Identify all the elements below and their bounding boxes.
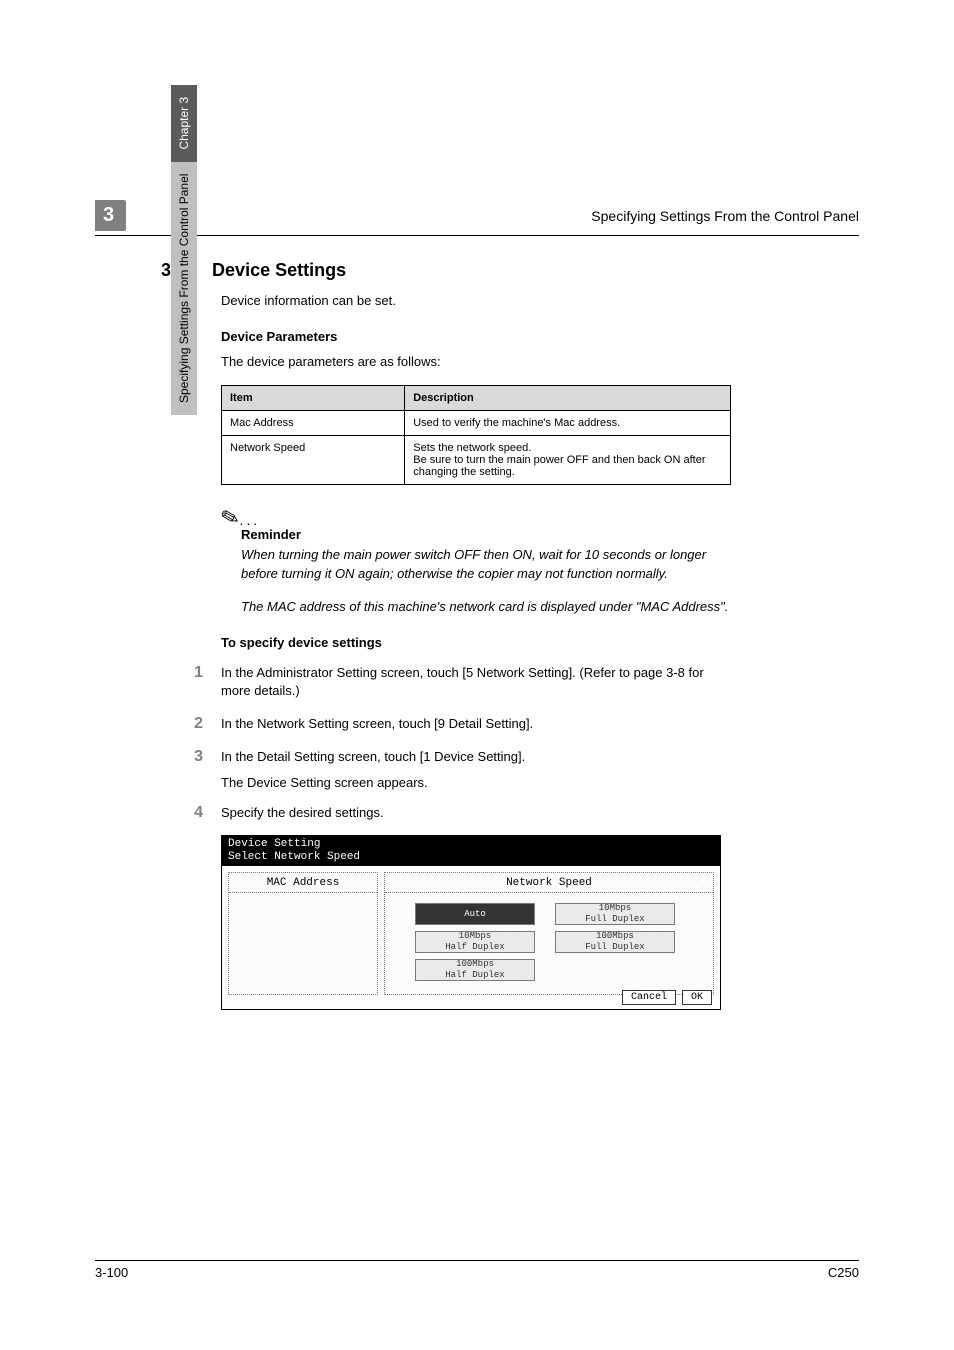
step-row: 1 In the Administrator Setting screen, to… [185, 664, 731, 702]
steps-list: 1In the Administrator Setting screen, to… [221, 664, 731, 823]
network-speed-header: Network Speed [385, 873, 713, 893]
page-footer: 3-100 C250 [95, 1260, 859, 1280]
mac-address-panel: MAC Address [228, 872, 378, 995]
ten-half-duplex-button[interactable]: 10Mbps Half Duplex [415, 931, 535, 953]
device-screen-body: MAC Address Network Speed Auto 10Mbps Fu… [222, 866, 720, 1001]
table-header-item: Item [222, 386, 405, 411]
step-row: 3 In the Detail Setting screen, touch [1 … [185, 748, 731, 790]
step-number: 1 [185, 664, 203, 682]
note-icon: ✎ [218, 503, 243, 533]
parameters-table: Item Description Mac AddressUsed to veri… [221, 385, 731, 485]
step-number: 2 [185, 715, 203, 733]
cancel-button[interactable]: Cancel [622, 990, 676, 1005]
footer-model: C250 [828, 1265, 859, 1280]
page-header: 3 Specifying Settings From the Control P… [95, 200, 859, 236]
step-row: 4 Specify the desired settings. [185, 804, 731, 823]
ten-full-duplex-button[interactable]: 10Mbps Full Duplex [555, 903, 675, 925]
section-intro: Device information can be set. [221, 291, 731, 311]
step-subtext: The Device Setting screen appears. [221, 775, 731, 790]
step-text: Specify the desired settings. [221, 804, 731, 823]
device-parameters-intro: The device parameters are as follows: [221, 352, 731, 372]
mac-address-header: MAC Address [229, 873, 377, 893]
footer-page-number: 3-100 [95, 1265, 128, 1280]
step-number: 3 [185, 748, 203, 766]
device-screen-titlebar: Device Setting Select Network Speed [222, 836, 720, 866]
table-cell: Used to verify the machine's Mac address… [405, 411, 731, 436]
content-area: 3.22 Device Settings Device information … [221, 260, 731, 1010]
chapter-number-badge: 3 [95, 200, 126, 231]
step-text: In the Network Setting screen, touch [9 … [221, 715, 731, 734]
step-number: 4 [185, 804, 203, 822]
hundred-full-duplex-button[interactable]: 100Mbps Full Duplex [555, 931, 675, 953]
side-tab-chapter-label: Chapter 3 [171, 85, 197, 162]
side-tab: Specifying Settings From the Control Pan… [170, 85, 198, 415]
section-heading: 3.22 Device Settings [161, 260, 731, 281]
specify-settings-heading: To specify device settings [221, 635, 731, 650]
reminder-paragraph-1: When turning the main power switch OFF t… [241, 546, 731, 584]
page: Specifying Settings From the Control Pan… [0, 0, 954, 1350]
table-row: Mac AddressUsed to verify the machine's … [222, 411, 731, 436]
ok-button[interactable]: OK [682, 990, 712, 1005]
table-header-row: Item Description [222, 386, 731, 411]
table-row: Network SpeedSets the network speed. Be … [222, 436, 731, 485]
device-parameters-heading: Device Parameters [221, 329, 731, 344]
device-setting-screenshot: Device Setting Select Network Speed MAC … [221, 835, 721, 1010]
device-screen-title-line2: Select Network Speed [228, 851, 714, 864]
device-screen-title-line1: Device Setting [228, 838, 714, 851]
page-header-title: Specifying Settings From the Control Pan… [591, 208, 859, 224]
reminder-block: ✎... Reminder When turning the main powe… [221, 485, 731, 617]
hundred-half-duplex-button[interactable]: 100Mbps Half Duplex [415, 959, 535, 981]
reminder-label: Reminder [241, 527, 731, 542]
device-screen-bottom-buttons: Cancel OK [622, 990, 712, 1005]
auto-button[interactable]: Auto [415, 903, 535, 925]
table-cell: Sets the network speed. Be sure to turn … [405, 436, 731, 485]
reminder-paragraph-2: The MAC address of this machine's networ… [241, 598, 731, 617]
table-cell: Mac Address [222, 411, 405, 436]
section-title: Device Settings [212, 260, 346, 281]
table-header-description: Description [405, 386, 731, 411]
note-dots: ... [239, 512, 260, 528]
step-text: In the Administrator Setting screen, tou… [221, 664, 731, 702]
table-cell: Network Speed [222, 436, 405, 485]
network-speed-panel: Network Speed Auto 10Mbps Full Duplex 10… [384, 872, 714, 995]
table-body: Mac AddressUsed to verify the machine's … [222, 411, 731, 485]
side-tab-section-label: Specifying Settings From the Control Pan… [171, 162, 197, 415]
step-row: 2 In the Network Setting screen, touch [9… [185, 715, 731, 734]
step-text: In the Detail Setting screen, touch [1 D… [221, 748, 731, 767]
